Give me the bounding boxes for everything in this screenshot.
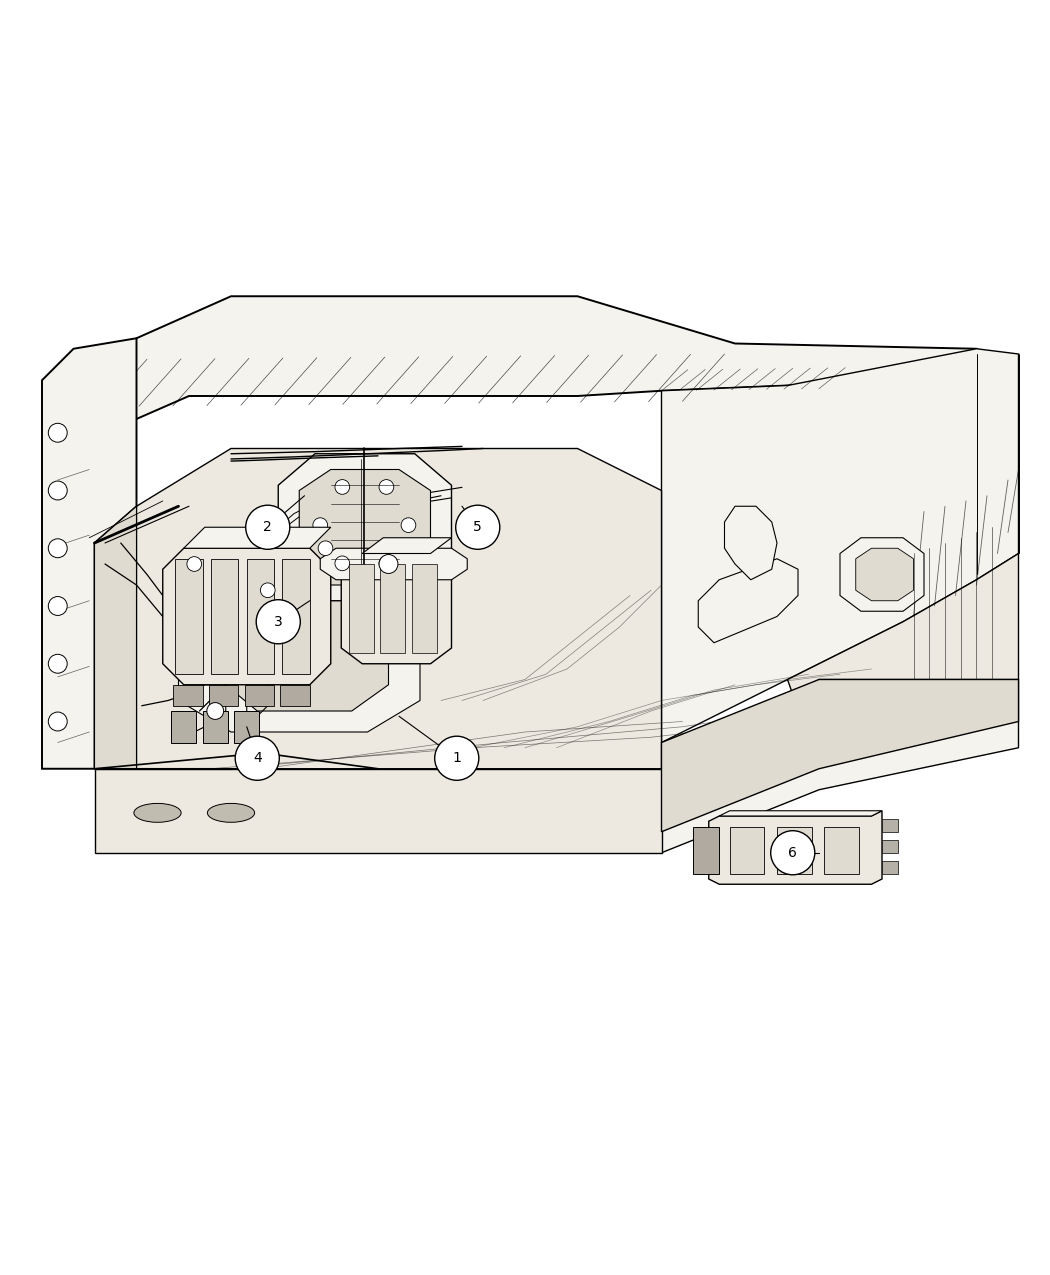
- Ellipse shape: [208, 803, 254, 822]
- Polygon shape: [42, 338, 136, 769]
- Polygon shape: [349, 564, 374, 653]
- Polygon shape: [662, 680, 1018, 831]
- Circle shape: [207, 703, 224, 719]
- Polygon shape: [693, 826, 719, 873]
- Polygon shape: [709, 811, 882, 885]
- Circle shape: [48, 597, 67, 616]
- Polygon shape: [882, 840, 898, 853]
- Polygon shape: [788, 553, 1018, 769]
- Polygon shape: [882, 861, 898, 873]
- Polygon shape: [171, 711, 196, 742]
- Text: 3: 3: [274, 615, 282, 629]
- Polygon shape: [175, 558, 203, 674]
- Text: 5: 5: [474, 520, 482, 534]
- Circle shape: [771, 831, 815, 875]
- Polygon shape: [163, 548, 331, 685]
- Polygon shape: [211, 558, 238, 674]
- Circle shape: [235, 736, 279, 780]
- Polygon shape: [63, 296, 997, 501]
- Polygon shape: [94, 769, 662, 853]
- Circle shape: [48, 481, 67, 500]
- Polygon shape: [362, 538, 452, 553]
- Polygon shape: [94, 506, 136, 769]
- Polygon shape: [882, 819, 898, 831]
- Circle shape: [435, 736, 479, 780]
- Polygon shape: [320, 548, 467, 580]
- Circle shape: [335, 556, 350, 571]
- Text: 4: 4: [253, 751, 261, 765]
- Polygon shape: [856, 548, 914, 601]
- Circle shape: [318, 541, 333, 556]
- Polygon shape: [412, 564, 437, 653]
- Polygon shape: [380, 564, 405, 653]
- Circle shape: [379, 556, 394, 571]
- Polygon shape: [178, 543, 420, 732]
- Circle shape: [187, 557, 202, 571]
- Polygon shape: [662, 349, 1018, 742]
- Circle shape: [401, 518, 416, 533]
- Circle shape: [48, 654, 67, 673]
- Circle shape: [48, 539, 67, 557]
- Circle shape: [48, 423, 67, 442]
- Polygon shape: [136, 449, 662, 769]
- Circle shape: [254, 745, 271, 761]
- Polygon shape: [203, 711, 228, 742]
- Circle shape: [246, 505, 290, 550]
- Polygon shape: [777, 826, 812, 873]
- Polygon shape: [698, 558, 798, 643]
- Text: 1: 1: [453, 751, 461, 765]
- Polygon shape: [245, 685, 274, 706]
- Polygon shape: [280, 685, 310, 706]
- Circle shape: [456, 505, 500, 550]
- Circle shape: [313, 518, 328, 533]
- Circle shape: [379, 555, 398, 574]
- Text: 2: 2: [264, 520, 272, 534]
- Polygon shape: [226, 564, 388, 711]
- Polygon shape: [341, 553, 452, 664]
- Polygon shape: [730, 826, 764, 873]
- Polygon shape: [724, 506, 777, 580]
- Polygon shape: [282, 558, 310, 674]
- Polygon shape: [136, 680, 1018, 853]
- Circle shape: [271, 530, 286, 546]
- Ellipse shape: [134, 803, 181, 822]
- Circle shape: [260, 583, 275, 598]
- Polygon shape: [173, 685, 203, 706]
- Polygon shape: [234, 711, 259, 742]
- Circle shape: [335, 479, 350, 495]
- Polygon shape: [209, 685, 238, 706]
- Polygon shape: [824, 826, 859, 873]
- Polygon shape: [278, 454, 452, 601]
- Polygon shape: [299, 469, 430, 585]
- Polygon shape: [184, 528, 331, 548]
- Polygon shape: [247, 558, 274, 674]
- Polygon shape: [719, 811, 882, 816]
- Circle shape: [256, 599, 300, 644]
- Text: 6: 6: [789, 845, 797, 859]
- Circle shape: [48, 711, 67, 731]
- Circle shape: [379, 479, 394, 495]
- Polygon shape: [840, 538, 924, 611]
